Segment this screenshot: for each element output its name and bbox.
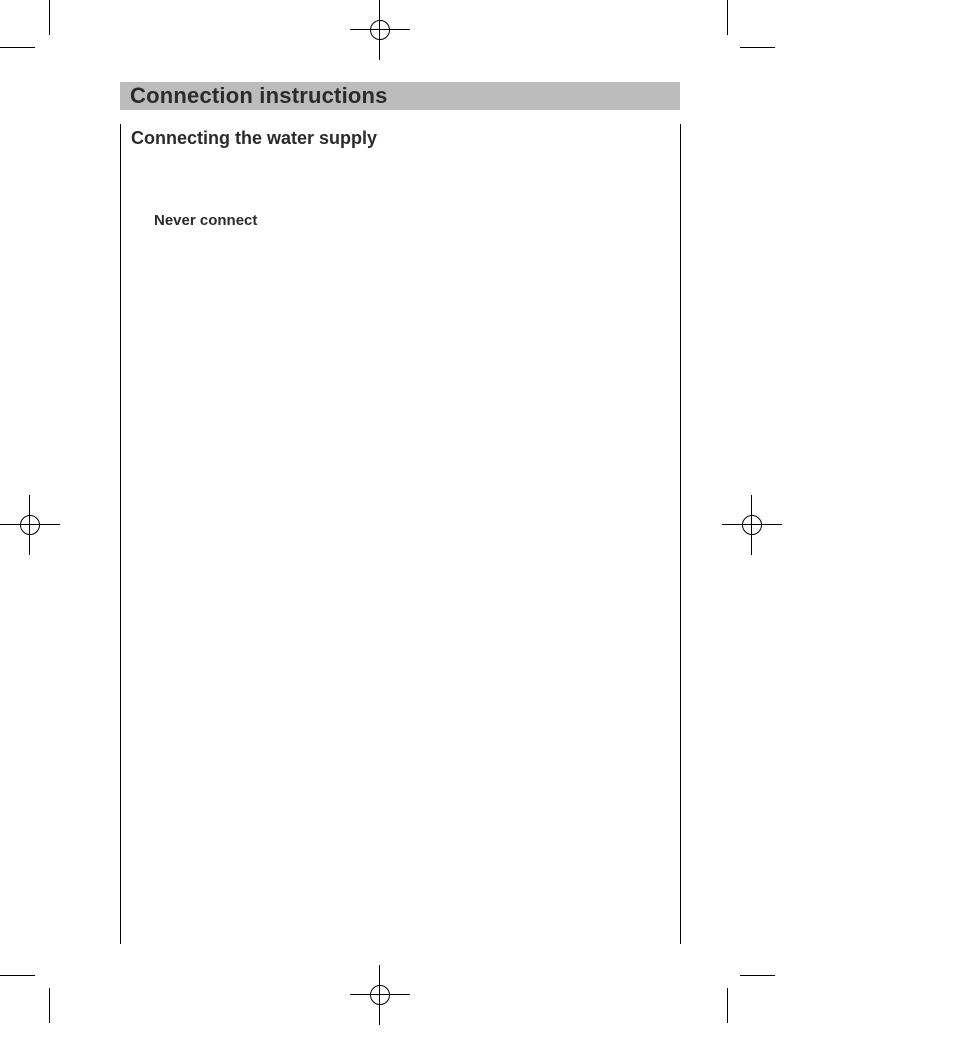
body-text-bold: Never connect — [154, 212, 257, 229]
crop-mark — [49, 0, 50, 35]
crop-mark — [740, 975, 775, 976]
registration-mark-icon — [350, 965, 410, 1025]
crop-mark — [740, 47, 775, 48]
registration-mark-icon — [0, 495, 60, 555]
section-heading-bar: Connection instructions — [120, 82, 680, 110]
crop-mark — [727, 988, 728, 1023]
left-vertical-rule — [120, 124, 121, 944]
subsection-heading: Connecting the water supply — [131, 128, 377, 149]
right-vertical-rule — [680, 124, 681, 944]
crop-mark — [49, 988, 50, 1023]
registration-mark-icon — [722, 495, 782, 555]
crop-mark — [0, 47, 35, 48]
crop-mark — [0, 975, 35, 976]
section-heading: Connection instructions — [130, 83, 388, 109]
crop-mark — [727, 0, 728, 35]
registration-mark-icon — [350, 0, 410, 60]
